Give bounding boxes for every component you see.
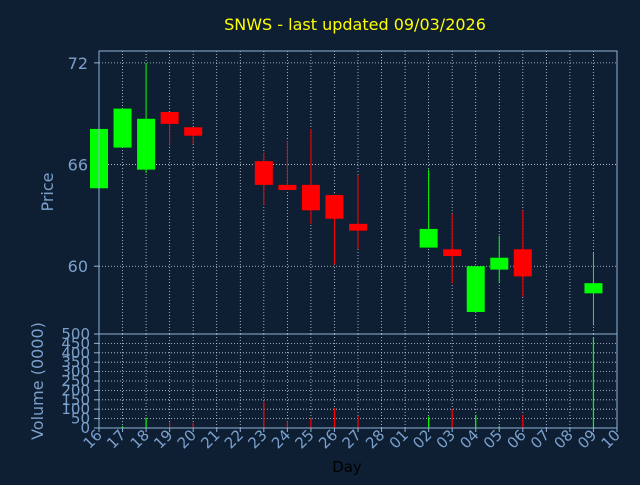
volume-bar-06 bbox=[522, 414, 524, 428]
candle-body-17 bbox=[113, 108, 132, 148]
x-tick-label: 28 bbox=[362, 426, 388, 452]
x-tick-label: 21 bbox=[197, 426, 223, 452]
volume-tick-label: 200 bbox=[61, 381, 90, 399]
candle-body-03 bbox=[443, 249, 462, 257]
candle-body-06 bbox=[513, 249, 532, 277]
price-panel: 60667278 bbox=[68, 50, 618, 335]
volume-bar-04 bbox=[475, 414, 477, 428]
volume-bar-17 bbox=[121, 426, 124, 428]
x-tick-label: 26 bbox=[315, 426, 341, 452]
volume-tick-label: 350 bbox=[61, 353, 90, 371]
volume-bar-27 bbox=[357, 415, 359, 428]
volume-tick-label: 50 bbox=[71, 410, 90, 428]
x-tick-label: 10 bbox=[598, 426, 624, 452]
x-tick-label: 17 bbox=[103, 426, 129, 452]
x-tick-label: 06 bbox=[503, 426, 529, 452]
x-tick-label: 02 bbox=[409, 426, 435, 452]
volume-bar-09 bbox=[592, 337, 595, 428]
candle-body-27 bbox=[349, 223, 367, 231]
candle-body-25 bbox=[301, 184, 320, 211]
x-tick-label: 19 bbox=[150, 426, 176, 452]
price-tick-label: 72 bbox=[68, 54, 88, 73]
volume-tick-label: 0 bbox=[80, 419, 90, 437]
volume-tick-label: 150 bbox=[61, 391, 90, 409]
candle-body-24 bbox=[278, 184, 297, 190]
candle-body-20 bbox=[184, 127, 203, 136]
candle-body-18 bbox=[137, 118, 156, 170]
volume-axis-label: Volume (0000) bbox=[28, 322, 47, 440]
x-tick-label: 27 bbox=[339, 426, 365, 452]
x-tick-label: 01 bbox=[386, 426, 412, 452]
volume-tick-label: 250 bbox=[61, 372, 90, 390]
chart-title: SNWS - last updated 09/03/2026 bbox=[224, 15, 486, 34]
price-tick-label: 66 bbox=[68, 156, 88, 175]
volume-bar-03 bbox=[451, 409, 453, 428]
x-axis-label: Day bbox=[332, 458, 362, 476]
volume-bar-02 bbox=[428, 416, 430, 428]
volume-tick-label: 100 bbox=[61, 400, 90, 418]
x-tick-label: 03 bbox=[433, 426, 459, 452]
candle-body-23 bbox=[254, 161, 273, 185]
volume-bar-20 bbox=[192, 422, 194, 428]
x-tick-label: 23 bbox=[244, 426, 270, 452]
volume-bar-23 bbox=[263, 401, 265, 428]
volume-bar-19 bbox=[169, 422, 171, 428]
volume-panel: 0501001502002503003504004505001617181920… bbox=[61, 325, 623, 452]
volume-bar-18 bbox=[145, 417, 147, 428]
volume-bar-05 bbox=[498, 426, 500, 428]
x-tick-label: 05 bbox=[480, 426, 506, 452]
volume-tick-label: 500 bbox=[61, 325, 90, 343]
volume-tick-label: 450 bbox=[61, 334, 90, 352]
volume-bar-24 bbox=[286, 421, 288, 428]
candle-body-04 bbox=[466, 266, 485, 312]
candle-body-19 bbox=[160, 112, 179, 124]
x-tick-label: 20 bbox=[174, 426, 200, 452]
candle-body-02 bbox=[419, 228, 438, 248]
price-tick-label: 60 bbox=[68, 257, 88, 276]
volume-tick-label: 400 bbox=[61, 344, 90, 362]
x-tick-label: 25 bbox=[292, 426, 318, 452]
candle-body-09 bbox=[584, 283, 603, 294]
volume-tick-label: 300 bbox=[61, 363, 90, 381]
x-tick-label: 04 bbox=[456, 426, 482, 452]
x-tick-label: 22 bbox=[221, 426, 247, 452]
x-tick-label: 08 bbox=[551, 426, 577, 452]
candle-body-05 bbox=[490, 257, 509, 270]
volume-bar-26 bbox=[333, 408, 336, 428]
x-tick-label: 18 bbox=[127, 426, 153, 452]
candle-body-26 bbox=[325, 195, 344, 219]
volume-bar-25 bbox=[310, 418, 312, 428]
x-tick-label: 24 bbox=[268, 426, 294, 452]
price-axis-label: Price bbox=[38, 172, 57, 211]
x-tick-label: 07 bbox=[527, 426, 553, 452]
x-tick-label: 09 bbox=[574, 426, 600, 452]
